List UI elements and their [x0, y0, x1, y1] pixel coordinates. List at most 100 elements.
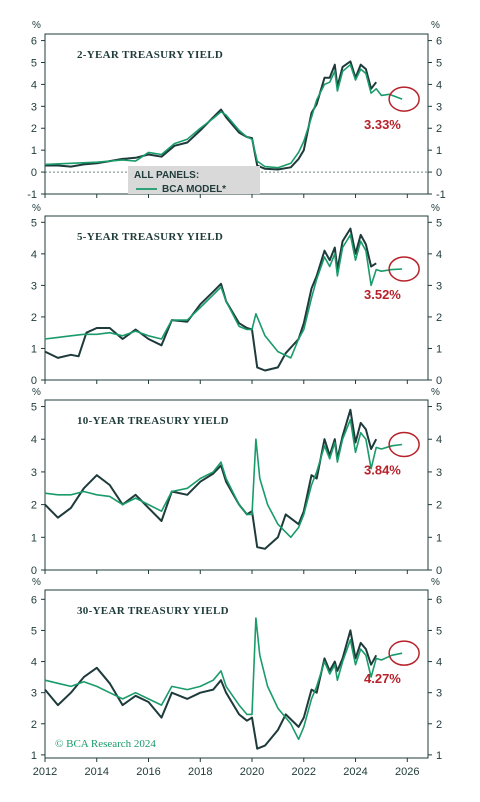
- y-tick-label-left: 1: [31, 343, 37, 355]
- y-tick-label-left: 0: [31, 375, 37, 387]
- y-tick-label-right: 1: [436, 343, 442, 355]
- panel-frame: [44, 399, 429, 571]
- y-tick-label-left: 4: [31, 657, 37, 669]
- y-tick-label-right: 5: [436, 217, 442, 229]
- x-tick-label: 2024: [343, 766, 367, 778]
- y-tick-label-left: 1: [31, 532, 37, 544]
- y-tick-label-left: 5: [31, 217, 37, 229]
- y-tick-label-left: 5: [31, 402, 37, 414]
- y-tick-label-right: 5: [436, 625, 442, 637]
- y-tick-label-left: 3: [31, 280, 37, 292]
- panel-title: 30-YEAR TREASURY YIELD: [77, 605, 229, 617]
- y-tick-label-right: 6: [436, 36, 442, 48]
- actual-yield-line: [45, 60, 377, 171]
- y-tick-label-left: 3: [31, 688, 37, 700]
- y-tick-label-right: 4: [436, 434, 442, 446]
- panel-4: % % 1 1 2 2 3 3 4 4 5 5 6 6 30-YEAR TREASURY YIELD 4.27…: [31, 577, 442, 762]
- unit-label-left: %: [32, 387, 41, 398]
- callout-circle: [388, 640, 420, 666]
- y-tick-label-right: 6: [436, 594, 442, 606]
- y-tick-label-right: 3: [436, 467, 442, 479]
- callout-circle: [388, 86, 420, 112]
- y-tick-label-right: 5: [436, 57, 442, 69]
- y-tick-label-right: 4: [436, 79, 442, 91]
- y-tick-label-right: 4: [436, 657, 442, 669]
- y-tick-label-left: 3: [31, 101, 37, 113]
- y-tick-label-left: 1: [31, 750, 37, 762]
- unit-label-right: %: [431, 20, 440, 31]
- panel-3: % % 0 0 1 1 2 2 3 3 4 4 5 5 10-YEAR TREASURY YIELD 3.84…: [31, 387, 442, 577]
- y-tick-label-left: 2: [31, 123, 37, 135]
- panel-frame: [44, 589, 429, 759]
- y-tick-label-right: -1: [436, 189, 446, 201]
- legend-model-label: BCA MODEL*: [162, 184, 226, 195]
- y-tick-label-right: 1: [436, 145, 442, 157]
- panel-title: 5-YEAR TREASURY YIELD: [77, 231, 223, 243]
- y-tick-label-left: -1: [27, 189, 37, 201]
- y-tick-label-left: 6: [31, 594, 37, 606]
- y-tick-label-right: 3: [436, 280, 442, 292]
- callout-circle: [388, 431, 420, 458]
- actual-yield-line: [44, 629, 378, 750]
- credit-text: © BCA Research 2024: [55, 738, 156, 750]
- model-line: [44, 418, 403, 539]
- y-tick-label-right: 3: [436, 101, 442, 113]
- y-tick-label-right: 2: [436, 719, 442, 731]
- legend: ALL PANELS: BCA MODEL*: [128, 166, 260, 195]
- x-tick-label: 2018: [188, 766, 212, 778]
- y-tick-label-right: 1: [436, 532, 442, 544]
- y-tick-label-right: 5: [436, 402, 442, 414]
- y-tick-label-right: 2: [436, 312, 442, 324]
- model-line: [44, 234, 403, 359]
- y-tick-label-right: 0: [436, 565, 442, 577]
- model-line: [44, 617, 403, 741]
- callout-value: 4.27%: [364, 671, 401, 686]
- panel-1: % % -1 -1 0 0 1 1 2 2 3 3 4 4 5 5 6 6 2-YEAR TREASURY YIEL…: [27, 20, 446, 201]
- y-tick-label-right: 1: [436, 750, 442, 762]
- callout-value: 3.52%: [364, 287, 401, 302]
- y-tick-label-left: 4: [31, 79, 37, 91]
- panel-2: % % 0 0 1 1 2 2 3 3 4 4 5 5 5-YEAR TREASURY YIELD 3.52%: [31, 203, 442, 387]
- callout-value: 3.84%: [364, 462, 401, 477]
- y-tick-label-right: 2: [436, 123, 442, 135]
- legend-title: ALL PANELS:: [134, 170, 199, 181]
- callout-circle: [388, 256, 420, 282]
- panel-title: 2-YEAR TREASURY YIELD: [77, 49, 223, 61]
- y-tick-label-left: 5: [31, 625, 37, 637]
- y-tick-label-right: 3: [436, 688, 442, 700]
- model-line: [44, 63, 403, 169]
- y-tick-label-right: 0: [436, 167, 442, 179]
- callout-value: 3.33%: [364, 117, 401, 132]
- y-tick-label-left: 3: [31, 467, 37, 479]
- unit-label-left: %: [32, 203, 41, 214]
- y-tick-label-left: 5: [31, 57, 37, 69]
- y-tick-label-left: 6: [31, 36, 37, 48]
- y-tick-label-right: 2: [436, 500, 442, 512]
- x-tick-label: 2012: [33, 766, 57, 778]
- unit-label-left: %: [32, 577, 41, 588]
- unit-label-right: %: [431, 387, 440, 398]
- y-tick-label-left: 1: [31, 145, 37, 157]
- y-tick-label-left: 4: [31, 434, 37, 446]
- y-tick-label-left: 0: [31, 167, 37, 179]
- y-tick-label-right: 0: [436, 375, 442, 387]
- unit-label-right: %: [431, 577, 440, 588]
- panel-title: 10-YEAR TREASURY YIELD: [77, 415, 229, 427]
- unit-label-right: %: [431, 203, 440, 214]
- actual-yield-line: [44, 408, 378, 550]
- y-tick-label-left: 2: [31, 500, 37, 512]
- actual-yield-line: [44, 227, 377, 372]
- panel-frame: [44, 215, 429, 381]
- unit-label-left: %: [32, 20, 41, 31]
- y-tick-label-left: 0: [31, 565, 37, 577]
- x-tick-label: 2022: [292, 766, 316, 778]
- x-tick-label: 2014: [85, 766, 109, 778]
- x-tick-label: 2026: [395, 766, 419, 778]
- y-tick-label-left: 2: [31, 719, 37, 731]
- y-tick-label-left: 4: [31, 249, 37, 261]
- y-tick-label-right: 4: [436, 249, 442, 261]
- x-tick-label: 2016: [136, 766, 160, 778]
- y-tick-label-left: 2: [31, 312, 37, 324]
- x-tick-label: 2020: [240, 766, 264, 778]
